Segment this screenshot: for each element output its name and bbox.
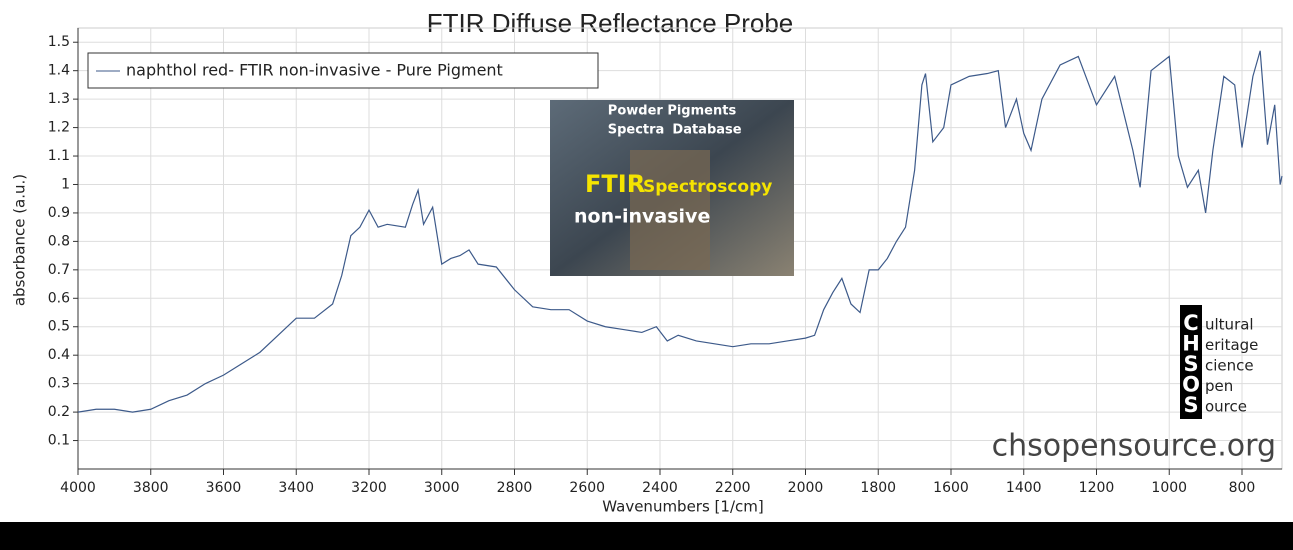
data-line [77, 50, 1283, 413]
x-tick-label: 4000 [60, 480, 96, 496]
x-tick-label: 3400 [278, 480, 314, 496]
y-tick-label: 1.4 [48, 63, 70, 79]
inset-text: non-invasive [574, 206, 710, 228]
y-tick-label: 0.8 [48, 233, 70, 249]
chart-title: FTIR Diffuse Reflectance Probe [427, 8, 794, 38]
x-tick-label: 2000 [788, 480, 824, 496]
x-tick-label: 800 [1229, 480, 1256, 496]
y-tick-label: 0.9 [48, 205, 70, 221]
x-tick-label: 3800 [133, 480, 169, 496]
x-axis-label: Wavenumbers [1/cm] [602, 498, 763, 516]
logo-word: cience [1205, 357, 1254, 375]
inset-image: Powder Pigments Spectra Database FTIR Sp… [550, 100, 794, 276]
x-tick-label: 1600 [933, 480, 969, 496]
logo-word: ource [1205, 398, 1247, 416]
x-tick-label: 3200 [351, 480, 387, 496]
y-tick-label: 1.2 [48, 120, 70, 136]
logo-bar [1180, 305, 1202, 419]
logo-letter: S [1183, 352, 1198, 376]
inset-device [630, 150, 710, 270]
x-tick-label: 1200 [1079, 480, 1115, 496]
y-tick-label: 1 [61, 176, 70, 192]
x-tick-label: 2800 [497, 480, 533, 496]
x-tick-label: 1400 [1006, 480, 1042, 496]
logo-word: eritage [1205, 336, 1258, 354]
logo-letter: H [1182, 332, 1200, 356]
x-tick-label: 3000 [424, 480, 460, 496]
logo-word: ultural [1205, 316, 1254, 334]
legend [87, 52, 599, 89]
x-tick-label: 2600 [569, 480, 605, 496]
inset-text: Database [672, 123, 741, 138]
y-axis-label: absorbance (a.u.) [11, 174, 29, 306]
logo-letter: O [1182, 373, 1200, 397]
x-tick-label: 1800 [860, 480, 896, 496]
y-tick-label: 0.4 [48, 347, 70, 363]
logo-letter: S [1183, 393, 1198, 417]
y-tick-label: 0.5 [48, 319, 70, 335]
footer-bar [0, 522, 1293, 550]
inset-text: Spectra [608, 123, 665, 138]
logo-letter: C [1183, 311, 1198, 335]
y-tick-label: 1.3 [48, 91, 70, 107]
inset-text: Powder Pigments [608, 104, 737, 119]
x-tick-label: 2200 [715, 480, 751, 496]
inset-text: Spectroscopy [643, 177, 772, 197]
y-tick-label: 0.3 [48, 376, 70, 392]
y-tick-label: 0.1 [48, 433, 70, 449]
y-tick-label: 1.1 [48, 148, 70, 164]
x-tick-label: 1000 [1151, 480, 1187, 496]
logo-word: pen [1205, 377, 1233, 395]
y-tick-label: 0.2 [48, 404, 70, 420]
y-tick-label: 0.7 [48, 262, 70, 278]
legend-entry: naphthol red- FTIR non-invasive - Pure P… [126, 61, 503, 80]
watermark: chsopensource.org [992, 429, 1276, 464]
y-tick-label: 1.5 [48, 34, 70, 50]
x-tick-label: 3600 [206, 480, 242, 496]
inset-text: FTIR [585, 170, 645, 198]
y-tick-label: 0.6 [48, 290, 70, 306]
x-tick-label: 2400 [642, 480, 678, 496]
plot [77, 50, 1283, 413]
